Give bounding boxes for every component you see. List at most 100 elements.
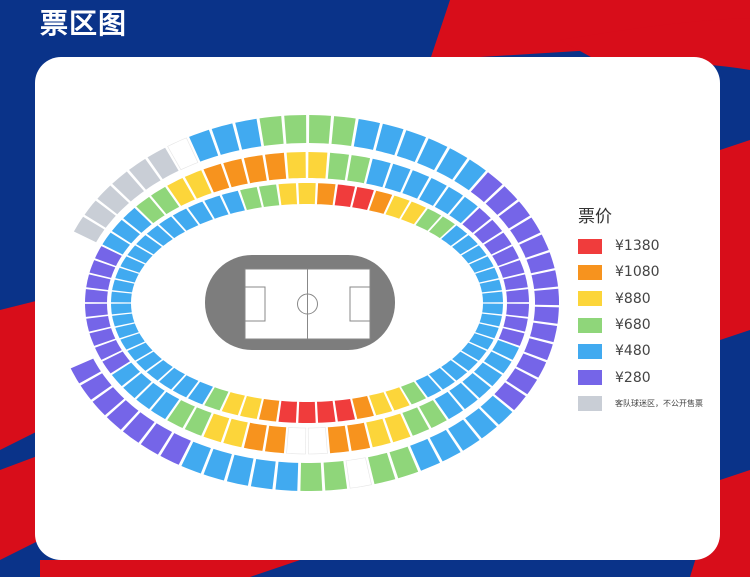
seat-section-middle[interactable] — [462, 207, 491, 233]
seat-section-inner[interactable] — [188, 381, 213, 405]
seat-section-outer[interactable] — [309, 115, 331, 144]
seat-section-middle[interactable] — [327, 425, 349, 454]
seat-section-middle[interactable] — [89, 260, 116, 278]
seat-section-inner[interactable] — [317, 183, 336, 206]
seat-section-inner[interactable] — [385, 387, 410, 411]
seat-section-outer[interactable] — [235, 118, 262, 150]
seat-section-outer[interactable] — [436, 148, 468, 180]
seat-section-outer[interactable] — [454, 159, 486, 191]
seat-section-inner[interactable] — [334, 399, 355, 422]
seat-section-middle[interactable] — [506, 289, 529, 303]
seat-section-inner[interactable] — [479, 279, 502, 293]
seat-section-inner[interactable] — [240, 396, 262, 419]
seat-section-inner[interactable] — [475, 323, 499, 339]
seat-section-outer[interactable] — [147, 147, 179, 180]
seat-section-middle[interactable] — [123, 207, 152, 233]
seat-section-inner[interactable] — [429, 367, 455, 390]
seat-section-outer[interactable] — [160, 433, 191, 465]
seat-section-middle[interactable] — [347, 422, 371, 451]
seat-section-middle[interactable] — [184, 407, 212, 436]
seat-section-outer[interactable] — [498, 201, 530, 229]
seat-section-inner[interactable] — [120, 256, 145, 273]
seat-section-middle[interactable] — [402, 407, 430, 436]
seat-section-outer[interactable] — [84, 200, 116, 228]
seat-section-inner[interactable] — [146, 225, 173, 246]
seat-section-middle[interactable] — [95, 246, 122, 266]
seat-section-inner[interactable] — [452, 235, 478, 255]
seat-section-outer[interactable] — [368, 452, 396, 485]
seat-section-inner[interactable] — [111, 303, 132, 315]
seat-section-outer[interactable] — [211, 123, 240, 155]
seat-section-inner[interactable] — [441, 225, 468, 246]
seat-section-inner[interactable] — [482, 291, 503, 303]
seat-section-inner[interactable] — [369, 190, 393, 214]
seat-section-middle[interactable] — [492, 340, 519, 360]
seat-section-inner[interactable] — [204, 195, 229, 219]
seat-section-middle[interactable] — [223, 158, 248, 188]
seat-section-middle[interactable] — [286, 152, 306, 179]
seat-section-middle[interactable] — [167, 400, 195, 428]
seat-section-inner[interactable] — [482, 303, 503, 315]
seat-section-inner[interactable] — [441, 360, 468, 381]
seat-section-middle[interactable] — [506, 303, 529, 317]
seat-section-inner[interactable] — [415, 375, 442, 398]
seat-section-middle[interactable] — [136, 382, 165, 410]
seat-section-outer[interactable] — [181, 441, 211, 474]
seat-section-inner[interactable] — [115, 323, 139, 339]
seat-section-inner[interactable] — [469, 256, 494, 273]
seat-section-outer[interactable] — [506, 368, 538, 395]
seat-section-inner[interactable] — [136, 235, 162, 255]
seat-section-outer[interactable] — [140, 423, 173, 455]
seat-section-middle[interactable] — [85, 289, 108, 303]
seat-section-outer[interactable] — [534, 288, 559, 306]
seat-section-outer[interactable] — [516, 353, 547, 378]
seat-section-outer[interactable] — [250, 459, 276, 490]
seat-section-outer[interactable] — [465, 408, 497, 439]
seat-section-middle[interactable] — [449, 196, 478, 224]
seat-section-outer[interactable] — [73, 216, 105, 243]
seat-section-middle[interactable] — [474, 362, 503, 387]
seat-section-outer[interactable] — [526, 252, 555, 274]
seat-section-inner[interactable] — [469, 333, 494, 350]
seat-section-middle[interactable] — [308, 152, 328, 179]
seat-section-inner[interactable] — [415, 208, 442, 231]
seat-section-outer[interactable] — [533, 306, 559, 324]
seat-section-inner[interactable] — [172, 208, 199, 231]
seat-section-inner[interactable] — [352, 187, 374, 210]
seat-section-outer[interactable] — [122, 412, 155, 443]
seat-section-middle[interactable] — [498, 260, 525, 278]
seat-section-middle[interactable] — [402, 170, 430, 199]
seat-section-middle[interactable] — [503, 274, 528, 290]
seat-section-outer[interactable] — [189, 129, 219, 162]
seat-section-middle[interactable] — [484, 232, 512, 255]
seat-section-middle[interactable] — [474, 219, 503, 244]
seat-section-inner[interactable] — [204, 387, 229, 411]
seat-section-middle[interactable] — [102, 351, 130, 374]
seat-section-middle[interactable] — [347, 155, 371, 184]
seat-section-middle[interactable] — [86, 316, 111, 332]
seat-section-inner[interactable] — [221, 190, 245, 214]
seat-section-inner[interactable] — [385, 195, 410, 219]
seat-section-inner[interactable] — [172, 375, 199, 398]
seat-section-middle[interactable] — [492, 246, 519, 266]
seat-section-outer[interactable] — [92, 387, 125, 416]
seat-section-middle[interactable] — [223, 418, 248, 448]
seat-section-outer[interactable] — [97, 185, 129, 215]
seat-section-middle[interactable] — [366, 158, 391, 188]
seat-section-inner[interactable] — [278, 400, 298, 423]
seat-section-middle[interactable] — [85, 303, 108, 317]
seat-section-inner[interactable] — [146, 360, 173, 381]
seat-section-middle[interactable] — [86, 274, 111, 290]
seat-section-middle[interactable] — [123, 373, 152, 399]
seat-section-outer[interactable] — [275, 461, 299, 491]
seat-section-inner[interactable] — [317, 400, 336, 423]
seat-section-middle[interactable] — [102, 232, 130, 255]
seat-section-outer[interactable] — [396, 130, 426, 162]
seat-section-inner[interactable] — [429, 216, 455, 239]
seat-section-outer[interactable] — [112, 171, 144, 202]
seat-section-middle[interactable] — [243, 422, 267, 451]
seat-section-inner[interactable] — [136, 351, 162, 371]
seat-section-middle[interactable] — [503, 316, 528, 332]
seat-section-inner[interactable] — [479, 313, 502, 327]
seat-section-outer[interactable] — [417, 138, 448, 171]
